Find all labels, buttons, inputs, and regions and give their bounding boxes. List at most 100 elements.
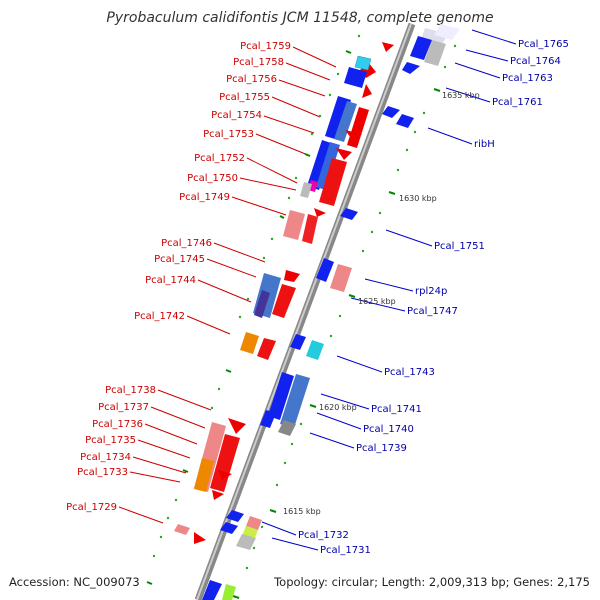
gene-box [194, 458, 214, 492]
gene-label[interactable]: Pcal_1758 [233, 57, 284, 68]
accession-text: Accession: NC_009073 [9, 575, 140, 589]
gene-label[interactable]: Pcal_1735 [85, 435, 136, 446]
gene-box [334, 101, 357, 142]
gene-label[interactable]: Pcal_1755 [219, 92, 270, 103]
gene-label[interactable]: Pcal_1754 [211, 110, 262, 121]
gene-label[interactable]: Pcal_1742 [134, 311, 185, 322]
gene-label[interactable]: Pcal_1737 [98, 402, 149, 413]
gene-box [354, 55, 372, 71]
gene-arrow [212, 490, 224, 500]
gene-label[interactable]: Pcal_1745 [154, 254, 205, 265]
map-title: Pyrobaculum calidifontis JCM 11548, comp… [106, 10, 493, 26]
gene-box [222, 584, 236, 600]
gene-label[interactable]: Pcal_1734 [80, 452, 131, 463]
gene-box [278, 420, 296, 436]
gene-label[interactable]: rpl24p [415, 286, 447, 297]
gene-label[interactable]: Pcal_1752 [194, 153, 245, 164]
right-connectors [261, 29, 517, 551]
gene-label[interactable]: Pcal_1736 [92, 419, 143, 430]
tick-label: 1615 kbp [283, 507, 321, 516]
gene-label[interactable]: ribH [474, 139, 495, 150]
gene-label[interactable]: Pcal_1756 [226, 74, 277, 85]
gene-box [272, 284, 296, 318]
gene-arrow [228, 418, 246, 434]
gene-box [330, 264, 352, 292]
gene-label[interactable]: Pcal_1743 [384, 367, 435, 378]
gene-label[interactable]: Pcal_1744 [145, 275, 196, 286]
gene-label[interactable]: Pcal_1753 [203, 129, 254, 140]
gene-label[interactable]: Pcal_1763 [502, 73, 553, 84]
gene-arrow [382, 42, 394, 52]
gene-box [306, 340, 324, 360]
gene-label[interactable]: Pcal_1764 [510, 56, 561, 67]
gene-box [410, 36, 432, 60]
gene-label[interactable]: Pcal_1751 [434, 241, 485, 252]
gene-box [434, 24, 460, 40]
gene-box [283, 210, 305, 240]
gene-label[interactable]: Pcal_1765 [518, 39, 569, 50]
gene-label[interactable]: Pcal_1729 [66, 502, 117, 513]
gene-label[interactable]: Pcal_1750 [187, 173, 238, 184]
gene-arrow [220, 522, 238, 534]
gene-label[interactable]: Pcal_1740 [363, 424, 414, 435]
gene-arrow [402, 62, 420, 74]
tick-labels: 1635 kbp 1630 kbp 1625 kbp 1620 kbp 1615… [283, 91, 480, 516]
gene-box [240, 332, 259, 354]
gene-box [302, 214, 318, 244]
gene-box [424, 40, 446, 66]
gene-arrow [382, 106, 400, 118]
gene-box [325, 96, 351, 140]
gene-label[interactable]: Pcal_1738 [105, 385, 156, 396]
gene-arrow [314, 208, 326, 217]
tick-label: 1635 kbp [442, 91, 480, 100]
gene-label[interactable]: Pcal_1733 [77, 467, 128, 478]
left-connectors [118, 46, 337, 524]
gene-box [300, 182, 312, 198]
gene-arrow [194, 532, 206, 544]
gene-box [210, 434, 240, 492]
gene-arrow [290, 334, 306, 350]
tick-label: 1630 kbp [399, 194, 437, 203]
gene-box [236, 534, 256, 550]
forward-strand-genes [174, 42, 394, 600]
gene-box [268, 372, 294, 420]
gene-label[interactable]: Pcal_1746 [161, 238, 212, 249]
gene-label[interactable]: Pcal_1741 [371, 404, 422, 415]
gene-label[interactable]: Pcal_1739 [356, 443, 407, 454]
gene-label[interactable]: Pcal_1747 [407, 306, 458, 317]
gene-box [316, 258, 334, 282]
gene-box [280, 374, 310, 428]
gene-box [246, 516, 262, 530]
gene-label[interactable]: Pcal_1732 [298, 530, 349, 541]
gene-box [257, 338, 276, 360]
topology-text: Topology: circular; Length: 2,009,313 bp… [273, 575, 590, 589]
gene-arrow [336, 148, 352, 160]
gene-label[interactable]: Pcal_1761 [492, 97, 543, 108]
gene-box [316, 142, 340, 190]
gene-box [319, 158, 347, 206]
right-gene-labels: Pcal_1765 Pcal_1764 Pcal_1763 Pcal_1761 … [298, 39, 569, 556]
reverse-strand-genes [220, 24, 460, 550]
gene-label[interactable]: Pcal_1759 [240, 41, 291, 52]
gene-label[interactable]: Pcal_1749 [179, 192, 230, 203]
gene-arrow [340, 208, 358, 220]
left-gene-labels: Pcal_1759 Pcal_1758 Pcal_1756 Pcal_1755 … [66, 41, 291, 513]
tick-label: 1625 kbp [358, 297, 396, 306]
gene-arrow [362, 84, 372, 98]
scale-dashes [146, 50, 441, 599]
gene-box [202, 580, 222, 600]
gene-box [396, 114, 414, 128]
gene-arrow [260, 410, 276, 428]
scale-dots [152, 34, 457, 570]
gene-arrow [284, 270, 300, 282]
gene-arrow [345, 130, 362, 142]
gene-arrow [218, 470, 232, 480]
gene-label[interactable]: Pcal_1731 [320, 545, 371, 556]
tick-label: 1620 kbp [319, 403, 357, 412]
gene-arrow [226, 510, 244, 522]
gene-box [344, 67, 367, 88]
gene-box [174, 524, 190, 535]
gene-box [254, 290, 270, 318]
